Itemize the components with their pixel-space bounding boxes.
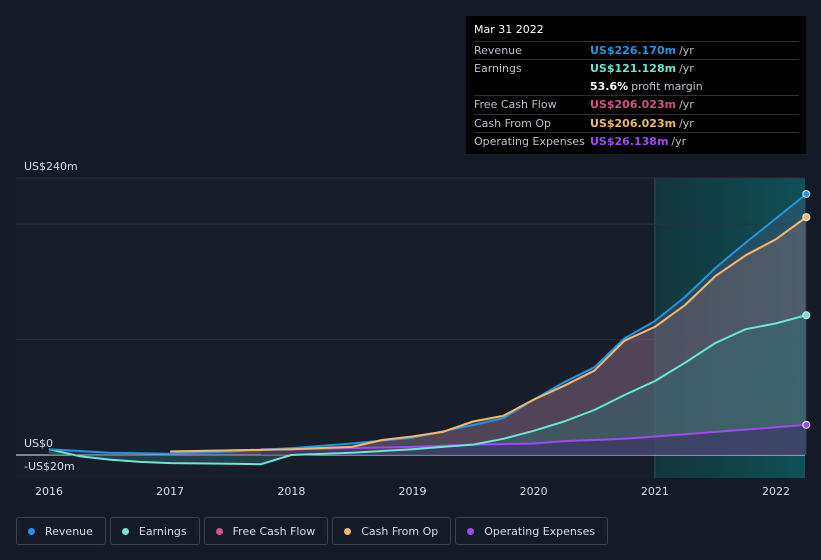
tooltip-row-earnings: Earnings US$121.128m /yr — [474, 59, 799, 77]
legend-dot-icon — [467, 527, 475, 535]
tooltip-row-operating-expenses: Operating Expenses US$26.138m /yr — [474, 131, 799, 150]
legend-item-free-cash-flow[interactable]: Free Cash Flow — [203, 517, 329, 545]
legend-item-earnings[interactable]: Earnings — [109, 517, 200, 545]
tooltip-value: US$206.023m — [590, 98, 677, 112]
series-area-revenue — [49, 194, 807, 455]
tooltip-unit: /yr — [679, 116, 694, 130]
legend-label: Earnings — [138, 524, 187, 538]
legend-label: Free Cash Flow — [232, 524, 316, 538]
tooltip-unit: /yr — [679, 44, 694, 57]
tooltip-label: Earnings — [474, 62, 522, 76]
series-area-earnings — [49, 315, 807, 465]
tooltip-date: Mar 31 2022 — [474, 23, 544, 36]
legend-dot-icon — [121, 527, 129, 535]
y-tick-label: US$240m — [24, 160, 78, 173]
profit-margin-text: profit margin — [631, 79, 703, 93]
legend-item-cash-from-op[interactable]: Cash From Op — [332, 517, 452, 545]
tooltip-label: Operating Expenses — [474, 134, 585, 148]
tooltip-value: US$26.138m — [590, 134, 669, 148]
tooltip-label: Cash From Op — [474, 116, 552, 130]
data-tooltip: Mar 31 2022 Revenue US$226.170m /yr Earn… — [466, 16, 806, 154]
tooltip-unit: /yr — [671, 134, 687, 148]
tooltip-value: US$226.170m — [590, 44, 677, 57]
tooltip-row-revenue: Revenue US$226.170m /yr — [474, 41, 799, 59]
x-tick-label: 2020 — [520, 485, 548, 498]
x-tick-label: 2021 — [641, 485, 669, 498]
tooltip-value: US$121.128m — [590, 62, 677, 76]
series-end-marker-revenue — [802, 189, 811, 198]
y-tick-label: -US$20m — [24, 460, 75, 473]
legend-item-revenue[interactable]: Revenue — [16, 517, 106, 545]
chart-legend: Revenue Earnings Free Cash Flow Cash Fro… — [16, 517, 612, 545]
legend-dot-icon — [28, 527, 35, 535]
tooltip-row-profit-margin: 53.6% profit margin — [474, 78, 799, 95]
y-tick-label: US$0 — [24, 437, 53, 450]
series-end-marker-operating-expenses — [802, 420, 811, 429]
series-line-earnings — [48, 314, 807, 466]
series-line-cash-from-op — [170, 216, 807, 453]
series-end-marker-earnings — [802, 311, 811, 320]
tooltip-value: US$206.023m — [590, 116, 677, 130]
x-tick-label: 2022 — [762, 485, 790, 498]
legend-label: Operating Expenses — [484, 524, 596, 538]
x-tick-label: 2018 — [277, 485, 305, 498]
legend-label: Cash From Op — [361, 524, 439, 538]
legend-dot-icon — [344, 527, 352, 535]
tooltip-unit: /yr — [679, 62, 694, 76]
legend-label: Revenue — [45, 524, 93, 538]
tooltip-row-free-cash-flow: Free Cash Flow US$206.023m /yr — [474, 95, 799, 113]
x-tick-label: 2016 — [35, 485, 63, 498]
legend-dot-icon — [215, 527, 223, 535]
series-end-marker-cash-from-op — [802, 213, 811, 222]
series-area-cash-from-op — [170, 217, 807, 455]
x-tick-label: 2017 — [156, 485, 184, 498]
tooltip-unit: /yr — [679, 98, 694, 112]
tooltip-label: Free Cash Flow — [474, 98, 557, 112]
profit-margin-value: 53.6% — [590, 79, 629, 93]
tooltip-row-cash-from-op: Cash From Op US$206.023m /yr — [474, 113, 799, 132]
series-line-operating-expenses — [261, 423, 807, 451]
legend-item-operating-expenses[interactable]: Operating Expenses — [455, 517, 609, 545]
x-tick-label: 2019 — [399, 485, 427, 498]
tooltip-label: Revenue — [474, 44, 522, 57]
